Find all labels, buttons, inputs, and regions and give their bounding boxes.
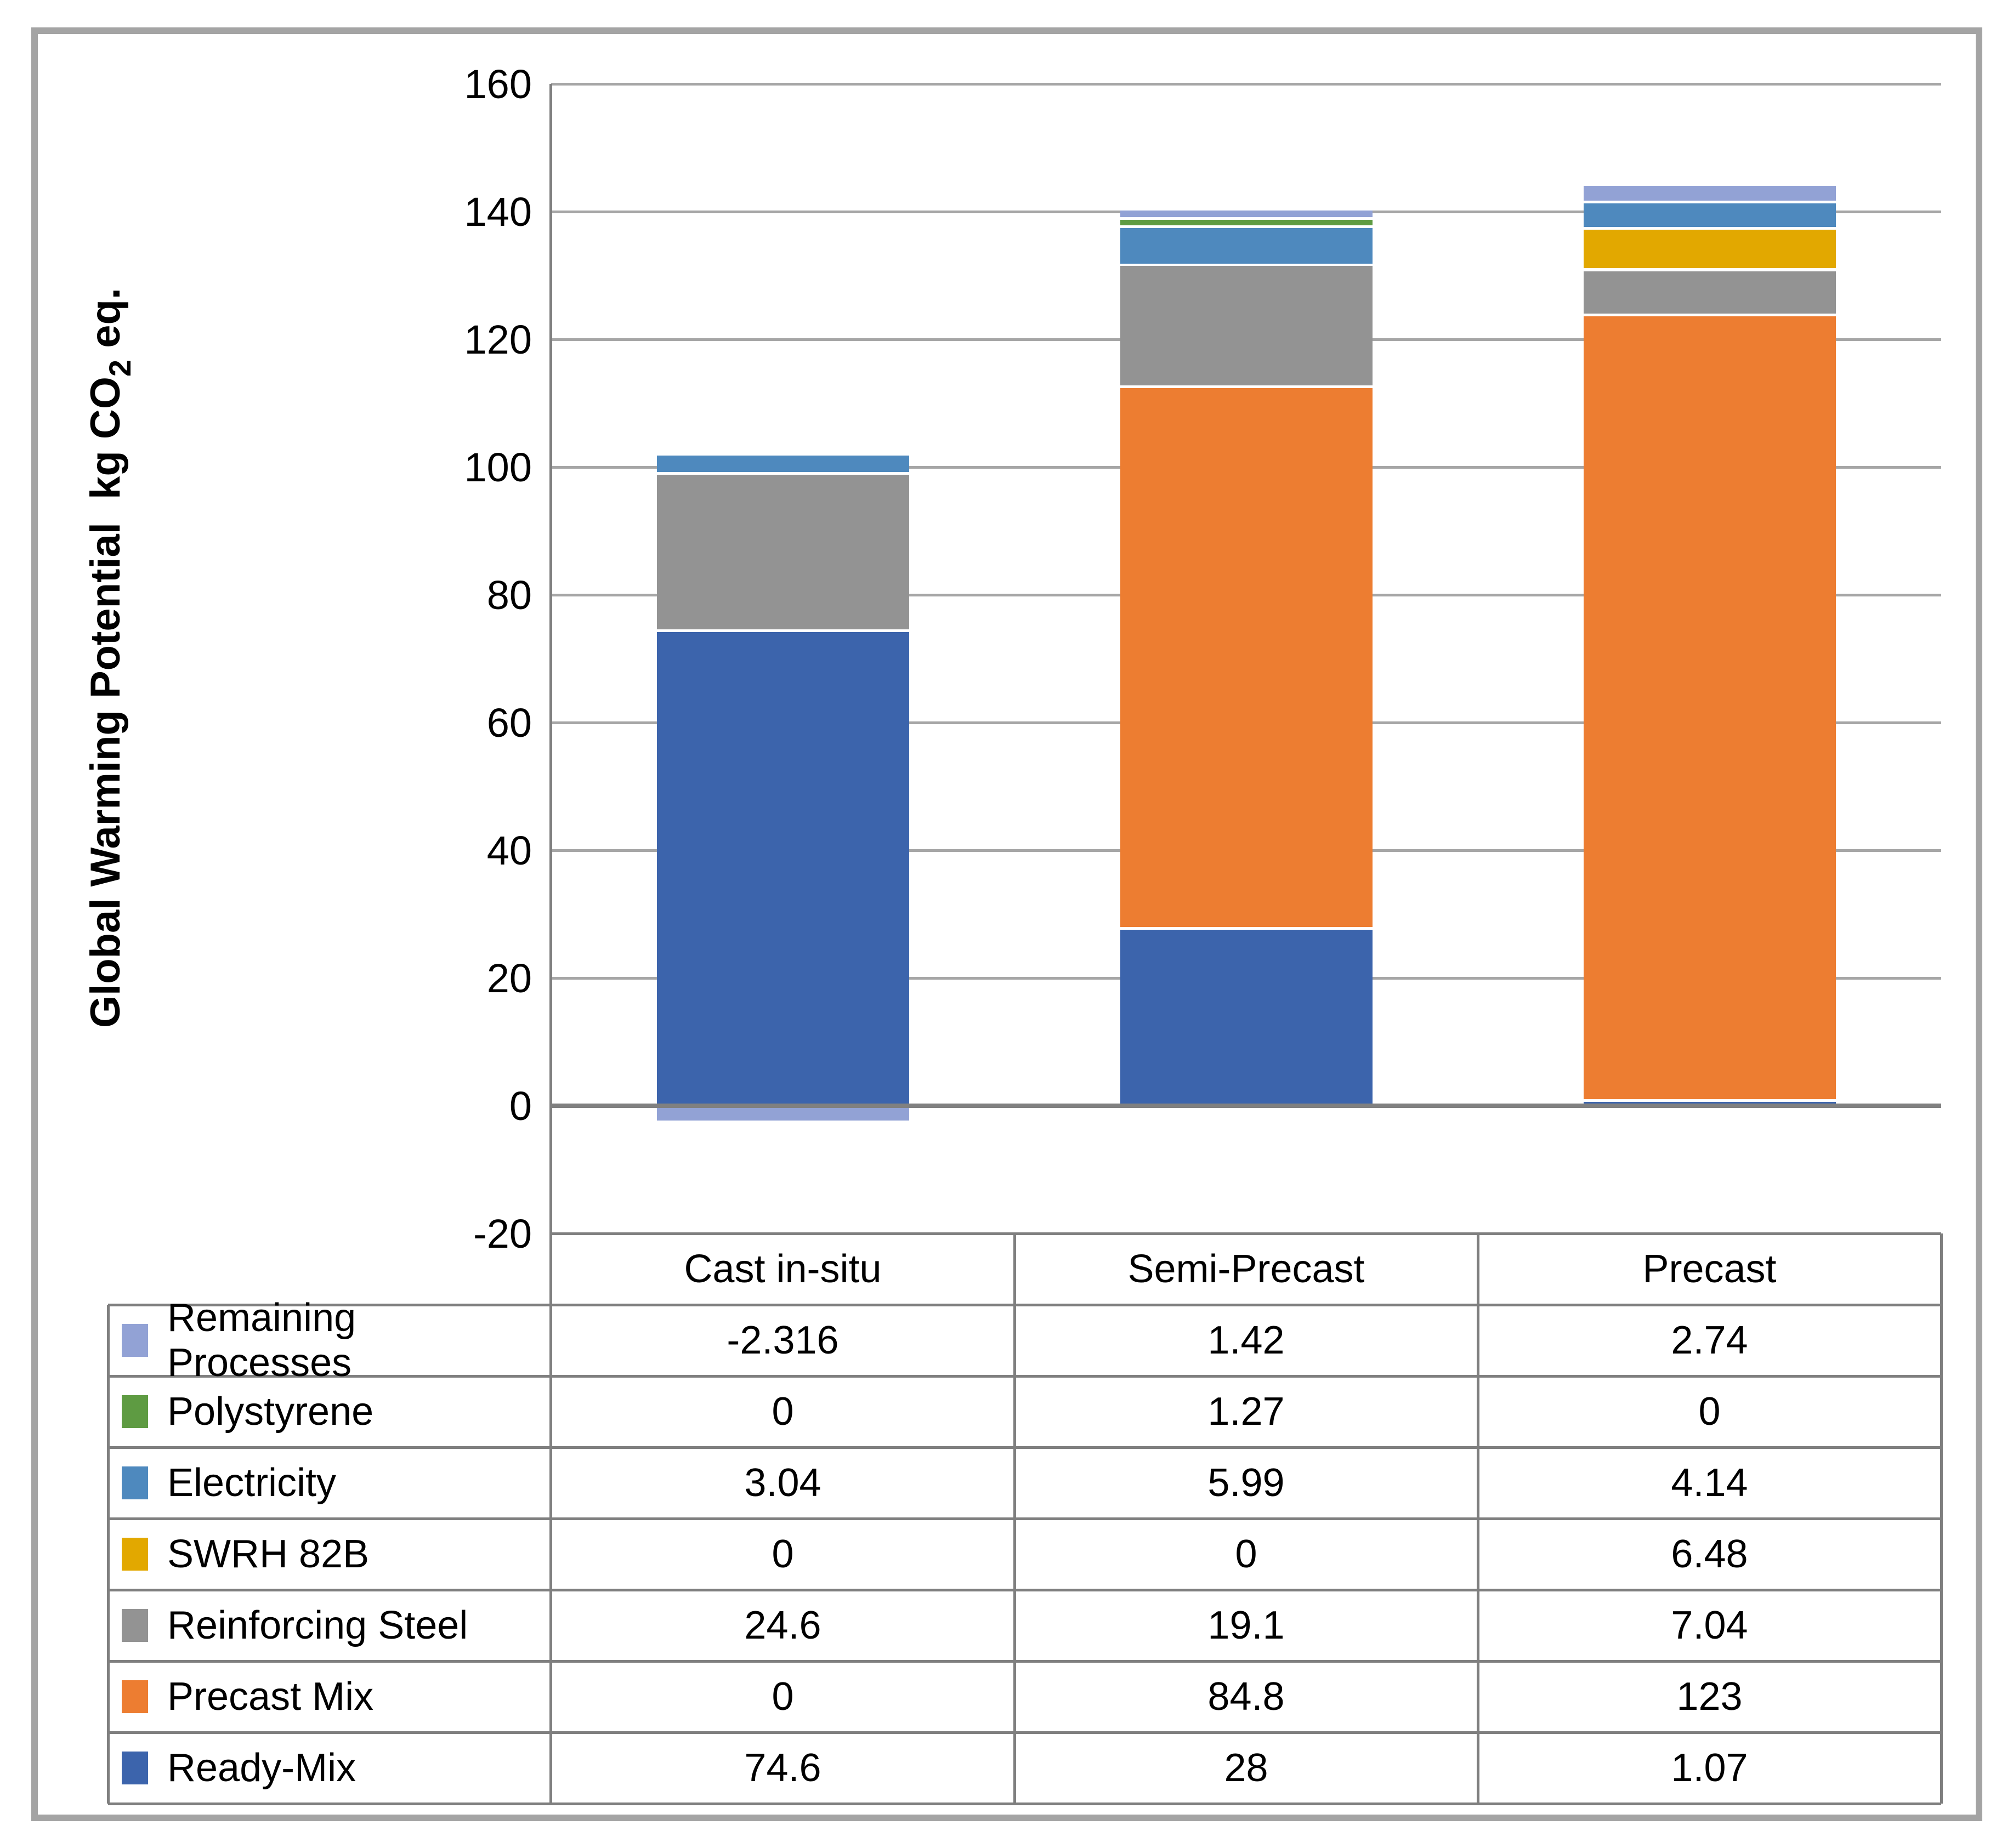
table-value-polystyrene-precast: 0: [1698, 1390, 1721, 1434]
bar-segment-reinforcing-steel-semi-precast: [1120, 263, 1373, 385]
bar-segment-precast-mix-semi-precast: [1120, 385, 1373, 927]
bar-segment-ready-mix-cast-in-situ: [657, 629, 909, 1106]
table-value-remaining-processes-cast-in-situ: -2.316: [727, 1318, 839, 1362]
category-header-precast: Precast: [1642, 1247, 1777, 1291]
y-tick-label-20: 20: [486, 955, 532, 1001]
legend-label-ready-mix: Ready-Mix: [167, 1746, 356, 1790]
bar-segment-electricity-cast-in-situ: [657, 453, 909, 472]
y-axis-title-text: Global Warming Potential kg CO: [82, 377, 129, 1028]
table-value-ready-mix-semi-precast: 28: [1224, 1746, 1268, 1790]
legend-label-polystyrene: Polystyrene: [167, 1390, 374, 1434]
table-value-swrh-82b-cast-in-situ: 0: [772, 1532, 794, 1576]
bar-segment-polystyrene-semi-precast: [1120, 217, 1373, 225]
table-row-border: [108, 1589, 1941, 1591]
table-row-border: [108, 1446, 1941, 1449]
table-value-reinforcing-steel-semi-precast: 19.1: [1207, 1604, 1285, 1647]
y-tick-label-140: 140: [464, 189, 532, 235]
legend-label-precast-mix: Precast Mix: [167, 1675, 374, 1719]
legend-label-remaining-processes: Remaining Processes: [167, 1296, 356, 1385]
bar-segment-precast-mix-precast: [1584, 314, 1836, 1099]
bar-segment-reinforcing-steel-cast-in-situ: [657, 472, 909, 629]
y-tick-label-60: 60: [486, 700, 532, 746]
legend-swatch-ready-mix: [122, 1752, 148, 1784]
table-value-precast-mix-precast: 123: [1676, 1675, 1743, 1719]
table-column-border: [1013, 1233, 1016, 1804]
legend-swatch-reinforcing-steel: [122, 1609, 148, 1642]
y-tick-label-80: 80: [486, 572, 532, 618]
table-value-precast-mix-semi-precast: 84.8: [1207, 1675, 1285, 1719]
gridline-160: [551, 83, 1941, 86]
table-row-border: [108, 1802, 1941, 1805]
y-tick-label-100: 100: [464, 444, 532, 490]
y-tick-label-160: 160: [464, 61, 532, 107]
table-left-border: [107, 1305, 110, 1804]
y-tick-label-40: 40: [486, 827, 532, 873]
table-value-ready-mix-precast: 1.07: [1671, 1746, 1748, 1790]
table-value-polystyrene-semi-precast: 1.27: [1207, 1390, 1285, 1434]
legend-swatch-precast-mix: [122, 1680, 148, 1713]
y-axis-line: [549, 84, 552, 1804]
table-column-border: [1477, 1233, 1479, 1804]
legend-swatch-polystyrene: [122, 1395, 148, 1428]
y-axis-title-suffix: eq.: [82, 287, 129, 360]
y-tick-label--20: -20: [473, 1210, 532, 1256]
table-value-reinforcing-steel-precast: 7.04: [1671, 1604, 1748, 1647]
table-value-reinforcing-steel-cast-in-situ: 24.6: [744, 1604, 821, 1647]
y-axis-title-subscript: 2: [103, 359, 137, 377]
bar-segment-remaining-processes-cast-in-situ: [657, 1106, 909, 1121]
bar-segment-swrh-82b-precast: [1584, 227, 1836, 268]
legend-swatch-electricity: [122, 1466, 148, 1499]
bar-segment-remaining-processes-semi-precast: [1120, 208, 1373, 217]
table-value-swrh-82b-semi-precast: 0: [1235, 1532, 1257, 1576]
y-tick-label-0: 0: [509, 1083, 532, 1129]
table-value-ready-mix-cast-in-situ: 74.6: [744, 1746, 821, 1790]
table-value-electricity-semi-precast: 5.99: [1207, 1461, 1285, 1505]
legend-label-electricity: Electricity: [167, 1461, 337, 1505]
table-value-remaining-processes-precast: 2.74: [1671, 1318, 1748, 1362]
table-row-border: [108, 1375, 1941, 1378]
y-axis-title: Global Warming Potential kg CO2 eq.: [82, 288, 138, 1028]
table-row-border: [108, 1660, 1941, 1663]
category-header-cast-in-situ: Cast in-situ: [684, 1247, 882, 1291]
legend-swatch-swrh-82b: [122, 1538, 148, 1571]
bar-segment-reinforcing-steel-precast: [1584, 269, 1836, 314]
bar-segment-electricity-semi-precast: [1120, 225, 1373, 264]
bar-segment-electricity-precast: [1584, 201, 1836, 227]
table-value-electricity-cast-in-situ: 3.04: [744, 1461, 821, 1505]
legend-label-reinforcing-steel: Reinforcing Steel: [167, 1604, 468, 1647]
table-value-electricity-precast: 4.14: [1671, 1461, 1748, 1505]
category-header-semi-precast: Semi-Precast: [1127, 1247, 1365, 1291]
table-column-border: [1940, 1233, 1943, 1804]
table-value-remaining-processes-semi-precast: 1.42: [1207, 1318, 1285, 1362]
table-top-border: [551, 1232, 1941, 1235]
legend-swatch-remaining-processes: [122, 1324, 148, 1357]
x-axis-zero-line: [551, 1104, 1941, 1108]
y-tick-label-120: 120: [464, 316, 532, 362]
table-row-border: [108, 1517, 1941, 1520]
table-value-precast-mix-cast-in-situ: 0: [772, 1675, 794, 1719]
table-value-polystyrene-cast-in-situ: 0: [772, 1390, 794, 1434]
table-value-swrh-82b-precast: 6.48: [1671, 1532, 1748, 1576]
table-row-border: [108, 1304, 1941, 1306]
table-row-border: [108, 1731, 1941, 1734]
bar-segment-remaining-processes-precast: [1584, 183, 1836, 201]
bar-segment-ready-mix-semi-precast: [1120, 927, 1373, 1106]
legend-label-swrh-82b: SWRH 82B: [167, 1532, 370, 1576]
